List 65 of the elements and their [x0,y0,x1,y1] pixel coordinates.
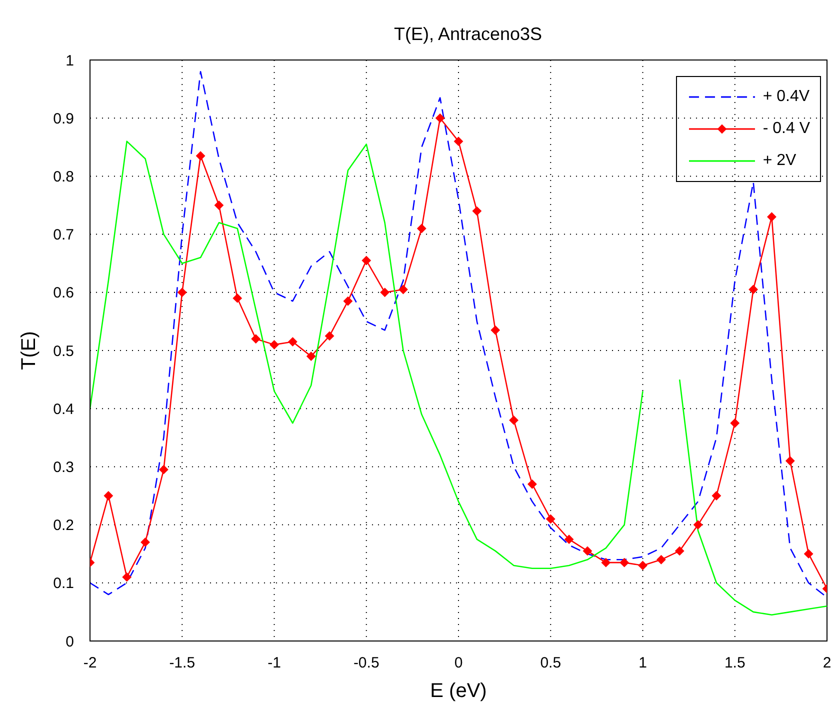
point [694,520,703,530]
y-axis-title: T(E) [18,331,40,370]
point [380,288,390,297]
legend-label: - 0.4 V [762,120,810,138]
y-tick-label: 0.8 [53,168,74,186]
y-tick-label: 0.9 [53,110,74,128]
point [159,465,168,474]
y-tick-label: 0.7 [53,226,74,244]
x-tick-label: 1 [638,654,647,672]
y-tick-label: 0.3 [53,459,74,476]
point [196,151,206,160]
point [528,480,537,489]
point [214,200,224,210]
x-tick-label: -1 [268,654,281,672]
point [564,534,574,544]
point [730,418,740,428]
y-tick-label: 0.1 [53,575,74,592]
point [582,546,592,556]
point [122,572,132,582]
x-tick-label: 2 [822,654,832,672]
legend-label: + 2V [762,152,796,170]
x-tick-label: 1.5 [724,654,746,672]
point [472,206,482,216]
point [546,514,556,524]
point [620,558,629,568]
point [767,212,776,222]
point [436,114,445,123]
y-tick-label: 0.4 [53,400,74,418]
point [288,337,298,346]
chart-title: T(E), Antraceno3S [394,24,542,44]
x-tick-label: 0 [454,654,463,672]
point [325,331,334,340]
x-tick-label: -0.5 [353,654,380,672]
point [398,284,408,294]
point [748,284,758,294]
point [675,546,684,556]
y-tick-label: 0.6 [53,284,74,302]
point [270,340,279,350]
point [509,416,518,425]
legend-label: + 0.4V [762,88,810,106]
x-tick-label: -2 [83,654,97,672]
y-tick-label: 1 [66,52,74,70]
point [638,560,648,570]
point [178,288,187,297]
point [306,352,316,361]
point [804,549,814,558]
point [454,136,463,146]
y-tick-label: 0.5 [53,342,74,360]
x-tick-label: 0.5 [540,654,562,672]
point [601,558,610,568]
point [417,224,426,233]
point [232,294,242,303]
y-tick-label: 0 [66,633,74,650]
x-tick-label: -1.5 [169,654,196,672]
point [140,538,150,547]
point [490,326,500,335]
point [251,334,260,344]
y-tick-label: 0.2 [53,517,74,534]
x-axis-title: E (eV) [430,680,487,702]
point [786,456,795,466]
point [104,491,113,500]
point [712,491,721,500]
point [656,555,666,564]
point [343,296,352,306]
point [362,256,371,265]
